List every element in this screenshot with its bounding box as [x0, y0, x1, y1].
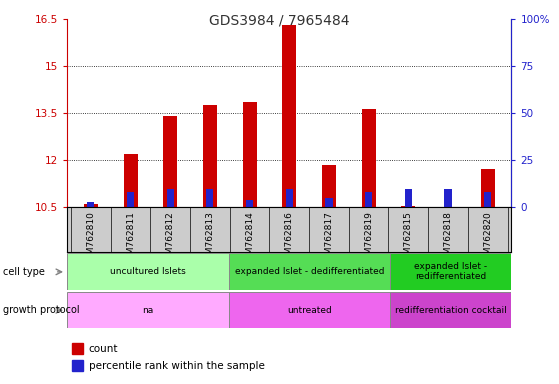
Bar — [484, 192, 491, 207]
Bar — [167, 189, 174, 207]
Text: GSM762816: GSM762816 — [285, 211, 294, 266]
Bar — [124, 154, 138, 207]
Text: GSM762812: GSM762812 — [166, 211, 175, 266]
Bar — [229, 292, 390, 328]
Text: GSM762810: GSM762810 — [87, 211, 96, 266]
Bar — [325, 198, 333, 207]
Text: untreated: untreated — [287, 306, 332, 314]
Text: count: count — [88, 344, 118, 354]
Bar — [405, 189, 412, 207]
Bar — [87, 202, 94, 207]
Bar — [286, 189, 293, 207]
Bar — [67, 292, 229, 328]
Text: na: na — [142, 306, 154, 314]
Bar — [322, 165, 336, 207]
Text: expanded Islet - dedifferentiated: expanded Islet - dedifferentiated — [235, 267, 384, 276]
Text: cell type: cell type — [3, 267, 45, 277]
Bar — [390, 253, 511, 290]
Bar — [127, 192, 134, 207]
Text: growth protocol: growth protocol — [3, 305, 79, 315]
Text: GSM762817: GSM762817 — [324, 211, 334, 266]
Bar — [163, 116, 177, 207]
Text: GSM762818: GSM762818 — [443, 211, 452, 266]
Bar — [365, 192, 372, 207]
Bar — [203, 106, 217, 207]
Bar — [246, 200, 253, 207]
Bar — [390, 292, 511, 328]
Text: GSM762811: GSM762811 — [126, 211, 135, 266]
Bar — [401, 206, 415, 207]
Text: GSM762813: GSM762813 — [205, 211, 215, 266]
Text: expanded Islet -
redifferentiated: expanded Islet - redifferentiated — [414, 262, 487, 281]
Text: GSM762815: GSM762815 — [404, 211, 413, 266]
Bar — [67, 253, 229, 290]
Bar — [72, 360, 83, 371]
Text: percentile rank within the sample: percentile rank within the sample — [88, 361, 264, 371]
Bar — [229, 253, 390, 290]
Text: redifferentiation cocktail: redifferentiation cocktail — [395, 306, 507, 314]
Text: GSM762819: GSM762819 — [364, 211, 373, 266]
Bar — [282, 25, 296, 207]
Text: GDS3984 / 7965484: GDS3984 / 7965484 — [209, 13, 350, 27]
Bar — [206, 189, 214, 207]
Text: GSM762814: GSM762814 — [245, 211, 254, 266]
Text: uncultured Islets: uncultured Islets — [110, 267, 186, 276]
Bar — [481, 169, 495, 207]
Bar — [243, 102, 257, 207]
Text: GSM762820: GSM762820 — [483, 211, 492, 266]
Bar — [72, 343, 83, 354]
Bar — [444, 189, 452, 207]
Bar — [84, 204, 98, 207]
Bar — [362, 109, 376, 207]
